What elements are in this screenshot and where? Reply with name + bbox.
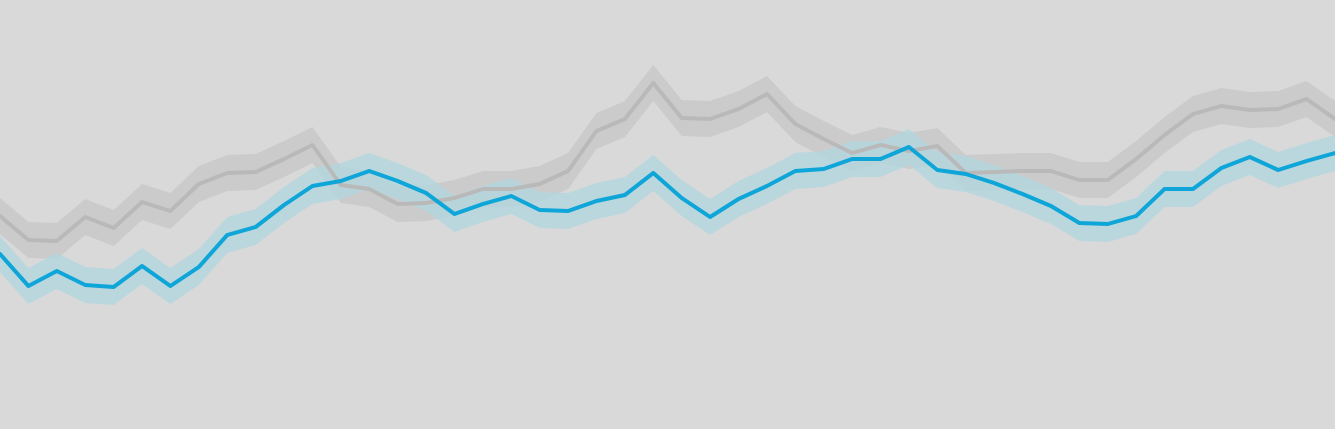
series-1-line [0,81,1335,243]
series-lines [0,81,1335,289]
series-2-line [0,145,1335,289]
series-1-band [0,65,1335,259]
